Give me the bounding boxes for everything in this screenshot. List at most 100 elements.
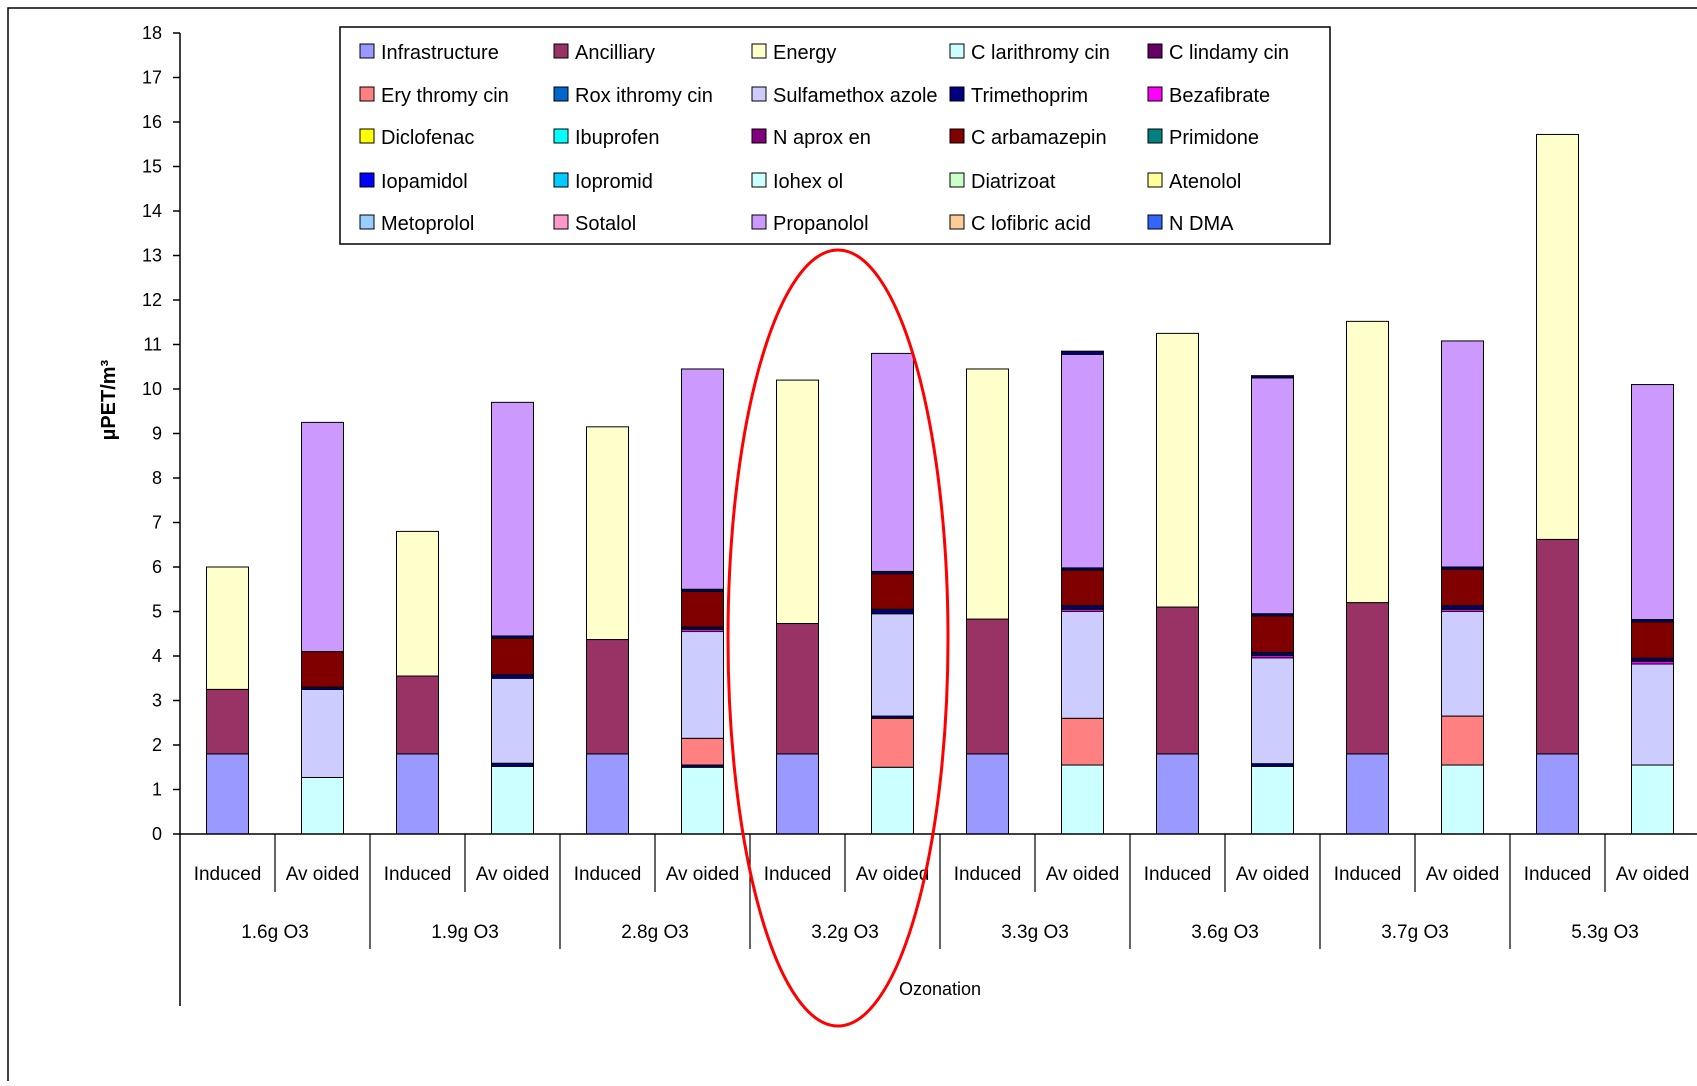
y-tick-label: 5	[152, 602, 162, 622]
legend-label: Sotalol	[575, 213, 636, 235]
bar-segment	[1441, 340, 1484, 568]
legend-item: Diclofenac	[359, 127, 474, 149]
bar-segment	[1061, 764, 1104, 835]
legend-item: Sotalol	[553, 213, 636, 235]
legend-item: C larithromy cin	[949, 42, 1110, 64]
bar-segment	[1251, 765, 1294, 835]
legend-label: C larithromy cin	[971, 42, 1110, 64]
legend: Infrastructure Ancilliary Energy C larithro…	[339, 26, 1331, 245]
subcategory-label: Av oided	[286, 864, 360, 885]
bar	[1156, 332, 1199, 835]
bar-segment	[681, 737, 724, 766]
subcategory-label: Av oided	[666, 864, 740, 885]
bar	[871, 352, 914, 835]
bar-segment	[1536, 753, 1579, 835]
bar-segment	[871, 717, 914, 768]
legend-item: N DMA	[1147, 213, 1234, 235]
bar-segment	[966, 368, 1009, 620]
y-tick-label: 7	[152, 513, 162, 533]
y-tick-label: 0	[152, 824, 162, 844]
bar-segment	[681, 590, 724, 628]
bar-segment	[966, 618, 1009, 755]
legend-item: N aprox en	[751, 127, 871, 149]
y-tick-label: 1	[152, 780, 162, 800]
bar	[1061, 350, 1104, 835]
bar-segment	[776, 623, 819, 755]
legend-swatch	[359, 172, 375, 188]
legend-swatch	[949, 214, 965, 230]
legend-label: Ancilliary	[575, 42, 655, 64]
legend-swatch	[1147, 86, 1163, 102]
group-label: 2.8g O3	[621, 922, 689, 943]
y-tick-label: 18	[142, 23, 162, 43]
legend-swatch	[553, 86, 569, 102]
bar-segment	[1251, 657, 1294, 765]
legend-label: C arbamazepin	[971, 127, 1107, 149]
legend-swatch	[949, 172, 965, 188]
bar	[1346, 320, 1389, 835]
bar-segment	[396, 675, 439, 755]
legend-swatch	[553, 214, 569, 230]
y-tick-label: 2	[152, 735, 162, 755]
bar-segment	[1156, 606, 1199, 755]
bar-segment	[1631, 663, 1674, 766]
legend-item: Primidone	[1147, 127, 1259, 149]
y-tick-label: 16	[142, 112, 162, 132]
y-tick-label: 15	[142, 157, 162, 177]
legend-label: Primidone	[1169, 127, 1259, 149]
bar-segment	[1061, 605, 1104, 610]
legend-item: Ibuprofen	[553, 127, 660, 149]
highlight-ellipse	[726, 248, 950, 1028]
legend-label: Energy	[773, 42, 836, 64]
legend-item: Atenolol	[1147, 171, 1241, 193]
legend-item: Ancilliary	[553, 42, 655, 64]
subcategory-label: Av oided	[476, 864, 550, 885]
bar-segment	[1441, 605, 1484, 610]
bar-segment	[1441, 611, 1484, 717]
bar-segment	[586, 639, 629, 755]
bar-segment	[1346, 753, 1389, 835]
group-label: 3.3g O3	[1001, 922, 1069, 943]
legend-swatch	[949, 128, 965, 144]
bar-segment	[1536, 133, 1579, 540]
legend-swatch	[359, 214, 375, 230]
legend-swatch	[1147, 214, 1163, 230]
bar-segment	[1061, 569, 1104, 607]
bar-segment	[681, 766, 724, 835]
bar-segment	[1346, 320, 1389, 604]
legend-item: Metoprolol	[359, 213, 474, 235]
y-tick-label: 4	[152, 646, 162, 666]
legend-swatch	[553, 172, 569, 188]
bar-segment	[1156, 332, 1199, 608]
y-tick-label: 6	[152, 557, 162, 577]
bar	[206, 566, 249, 835]
bar	[586, 426, 629, 835]
bar	[396, 530, 439, 835]
bar	[1631, 384, 1674, 835]
legend-swatch	[1147, 43, 1163, 59]
bar-segment	[206, 566, 249, 690]
group-label: 1.6g O3	[241, 922, 309, 943]
legend-item: Energy	[751, 42, 836, 64]
bar	[1536, 133, 1579, 835]
bar-segment	[1536, 538, 1579, 755]
legend-swatch	[751, 128, 767, 144]
bar-segment	[1061, 611, 1104, 719]
legend-label: Iopamidol	[381, 171, 468, 193]
bar-segment	[206, 688, 249, 755]
legend-item: Trimethoprim	[949, 85, 1088, 107]
legend-label: Atenolol	[1169, 171, 1241, 193]
legend-swatch	[359, 86, 375, 102]
legend-label: Rox ithromy cin	[575, 85, 713, 107]
legend-item: Sulfamethox azole	[751, 85, 938, 107]
legend-label: Ery thromy cin	[381, 85, 509, 107]
legend-swatch	[359, 128, 375, 144]
bar-segment	[776, 753, 819, 835]
bar-segment	[1441, 764, 1484, 835]
subcategory-label: Induced	[194, 864, 262, 885]
bar	[681, 368, 724, 835]
bar-segment	[1156, 753, 1199, 835]
y-axis-title: µPET/m³	[98, 359, 120, 440]
